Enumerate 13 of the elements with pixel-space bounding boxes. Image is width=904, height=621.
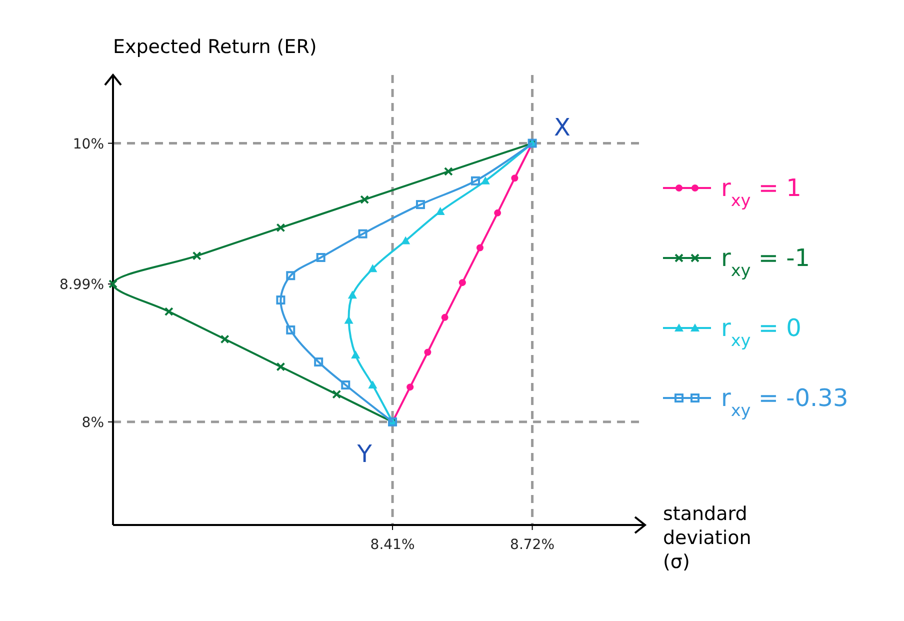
legend-label: r$_{xy}$ = 1 xyxy=(721,174,802,210)
legend-label: r$_{xy}$ = 0 xyxy=(721,314,802,350)
x-tick-label: 8.41% xyxy=(370,537,415,553)
x-axis-title: standard deviation (σ) xyxy=(663,503,752,573)
y-tick-label: 10% xyxy=(72,136,104,152)
annotation: X xyxy=(554,113,571,142)
legend-label: r$_{xy}$ = -0.33 xyxy=(721,384,848,420)
y-tick-label: 8.99% xyxy=(60,276,104,293)
y-tick-label: 8% xyxy=(82,414,104,431)
x-tick-label: 8.72% xyxy=(510,537,555,553)
legend-label: r$_{xy}$ = -1 xyxy=(721,244,810,280)
annotation: Y xyxy=(356,440,372,468)
y-axis-title: Expected Return (ER) xyxy=(113,36,317,58)
